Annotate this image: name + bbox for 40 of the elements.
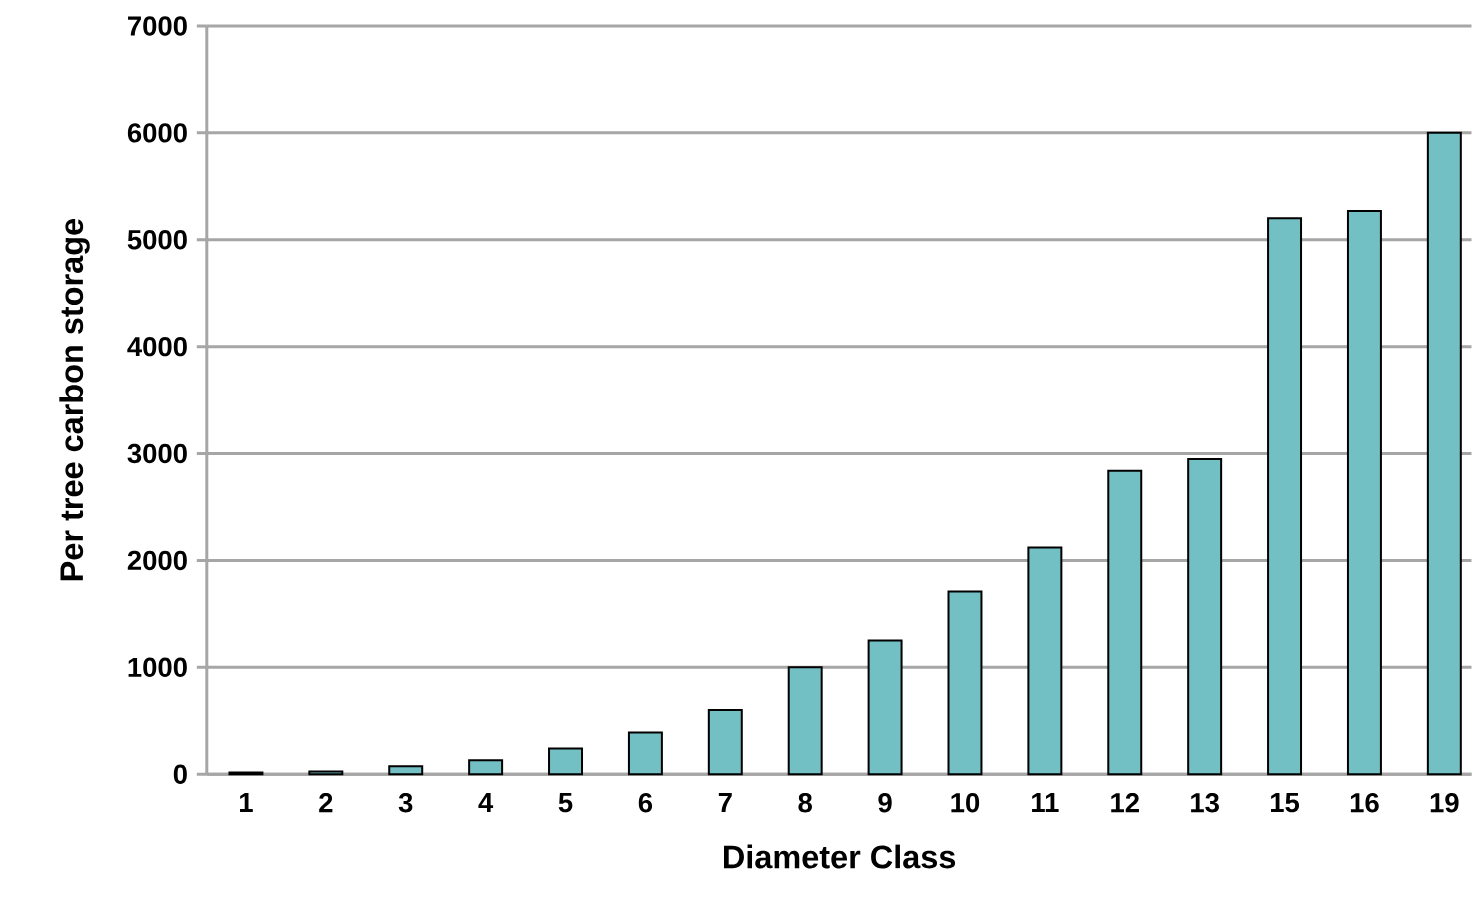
bar [627, 731, 663, 776]
x-tick-label: 12 [1111, 793, 1139, 813]
bar [1187, 457, 1223, 776]
x-tick-label: 13 [1191, 793, 1219, 813]
bar [468, 759, 504, 776]
bar [1346, 209, 1382, 776]
bar [787, 666, 823, 776]
bar [707, 709, 743, 776]
y-tick-label: 7000 [128, 16, 187, 36]
x-tick-label: 9 [878, 793, 892, 813]
x-tick-label: 2 [319, 793, 333, 813]
x-tick-label: 8 [798, 793, 812, 813]
bar [1107, 469, 1143, 776]
y-tick-label: 6000 [127, 123, 187, 143]
x-tick-label: 10 [951, 793, 980, 813]
x-tick-label: 6 [638, 793, 653, 813]
y-tick-label: 2000 [127, 550, 187, 571]
bar [548, 747, 583, 776]
x-tick-label: 11 [1032, 793, 1059, 812]
x-tick-label: 5 [558, 793, 573, 813]
y-tick-label: 0 [173, 764, 187, 784]
bar [1027, 546, 1063, 776]
bar [1426, 131, 1462, 776]
y-tick-label: 3000 [127, 443, 187, 464]
y-tick-label: 5000 [127, 230, 187, 250]
x-axis-title: Diameter Class [724, 844, 956, 869]
y-axis-title: Per tree carbon storage [59, 218, 90, 581]
x-tick-label: 4 [478, 793, 494, 812]
x-tick-label: 19 [1430, 793, 1459, 813]
y-tick-label: 1000 [128, 657, 187, 678]
x-tick-label: 16 [1350, 793, 1379, 813]
x-tick-label: 15 [1271, 793, 1300, 813]
bar [388, 765, 424, 776]
x-tick-label: 7 [718, 793, 732, 812]
y-tick-label: 4000 [127, 336, 187, 357]
bar [867, 639, 903, 776]
bar [947, 590, 983, 776]
bar [1267, 217, 1303, 776]
x-tick-label: 1 [240, 793, 253, 812]
x-tick-label: 3 [398, 793, 413, 813]
